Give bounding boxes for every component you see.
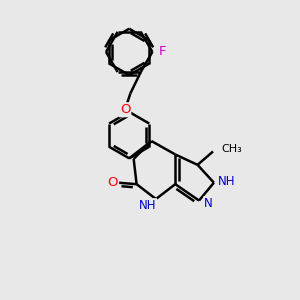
Text: O: O bbox=[108, 176, 118, 189]
Text: NH: NH bbox=[218, 175, 235, 188]
Text: NH: NH bbox=[139, 199, 156, 212]
Text: CH₃: CH₃ bbox=[221, 144, 242, 154]
Text: N: N bbox=[204, 197, 213, 210]
Text: F: F bbox=[159, 45, 166, 58]
Text: O: O bbox=[120, 103, 130, 116]
